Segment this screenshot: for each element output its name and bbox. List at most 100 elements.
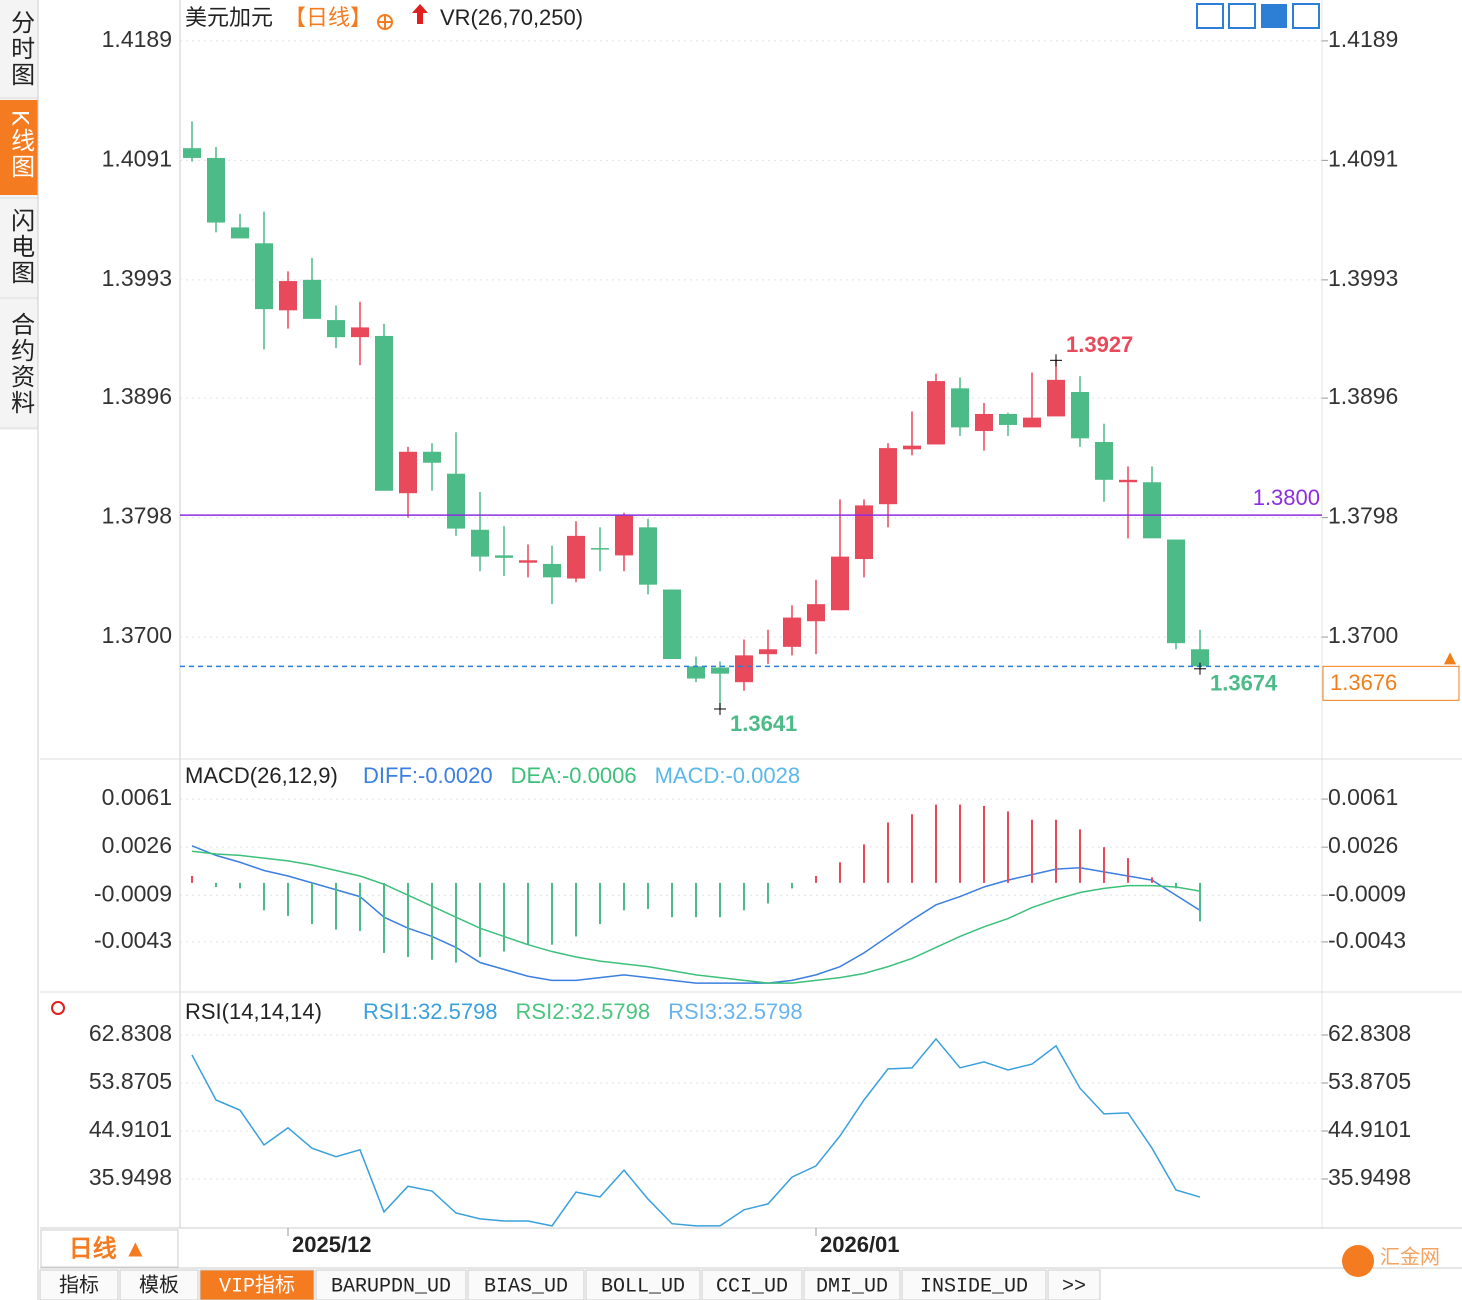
legend-entry: RSI1:32.5798 (363, 999, 498, 1024)
candle-body (759, 649, 777, 655)
legend-entry: DIFF:-0.0020 (363, 763, 493, 788)
candle-body (663, 589, 681, 660)
candle-body (423, 451, 441, 463)
candle-body (327, 320, 345, 338)
y-tick-label-right: 44.9101 (1328, 1116, 1411, 1142)
candle-body (1047, 379, 1065, 417)
tab-label[interactable]: INSIDE_UD (920, 1275, 1028, 1298)
tab-label[interactable]: BARUPDN_UD (331, 1275, 451, 1298)
candle-body (303, 279, 321, 319)
indicator[interactable]: VR(26,70,250) (440, 5, 583, 30)
candle-body (1095, 442, 1113, 480)
candle-body (1143, 482, 1161, 539)
y-tick-label-right: 53.8705 (1328, 1068, 1411, 1094)
y-tick-label-right: 35.9498 (1328, 1164, 1411, 1190)
candle-body (1119, 479, 1137, 483)
y-tick-label-right: 1.4091 (1328, 145, 1398, 171)
tab[interactable] (803, 1269, 901, 1300)
sidebar-tab[interactable]: 合约资料 (7, 312, 35, 416)
extreme-label: 1.3927 (1066, 332, 1133, 357)
candle-body (927, 381, 945, 445)
candle-body (903, 445, 921, 450)
candle-body (255, 243, 273, 310)
candle-body (183, 148, 201, 158)
y-tick-label-right: 0.0061 (1328, 784, 1398, 810)
sidebar-tab[interactable]: 闪电图 (7, 208, 34, 286)
candle-body (591, 548, 609, 550)
tab[interactable] (585, 1269, 701, 1300)
y-tick-label-right: 1.3700 (1328, 622, 1398, 648)
tool-icon[interactable] (1261, 4, 1287, 28)
series-line (191, 1037, 1201, 1227)
tab-label[interactable]: 模板 (139, 1273, 179, 1298)
legend-entry: RSI2:32.5798 (516, 999, 651, 1024)
candle-body (375, 335, 393, 491)
tab[interactable] (315, 1269, 467, 1300)
symbol: 美元加元 (185, 5, 273, 30)
candle-body (231, 227, 249, 239)
period[interactable]: 【日线】 (284, 5, 372, 30)
tab[interactable] (901, 1269, 1047, 1300)
candle-body (351, 327, 369, 338)
y-tick-label: 0.0061 (102, 784, 172, 810)
y-tick-label-right: -0.0043 (1328, 927, 1406, 953)
tab[interactable] (199, 1269, 315, 1300)
tab-label[interactable]: BOLL_UD (601, 1275, 685, 1298)
tab[interactable] (1047, 1269, 1101, 1300)
period-button[interactable] (40, 1229, 179, 1268)
y-tick-label: 1.3798 (102, 503, 172, 529)
legend-entry: DEA:-0.0006 (511, 763, 637, 788)
y-tick-label-right: 1.3896 (1328, 383, 1398, 409)
alert-icon[interactable] (1444, 652, 1456, 665)
candle-body (951, 388, 969, 428)
candle-body (855, 505, 873, 560)
y-tick-label: 44.9101 (89, 1116, 172, 1142)
candle-body (639, 527, 657, 585)
tab-label[interactable]: VIP指标 (219, 1273, 295, 1298)
candle-body (615, 515, 633, 556)
y-tick-label: 1.4091 (102, 145, 172, 171)
hline-label: 1.3800 (1253, 485, 1320, 510)
tool-icon[interactable] (1292, 3, 1320, 29)
tab-label[interactable]: CCI_UD (716, 1275, 788, 1298)
y-tick-label: 53.8705 (89, 1068, 172, 1094)
candle-body (279, 281, 297, 311)
tab[interactable] (701, 1269, 803, 1300)
candle-body (1023, 417, 1041, 428)
tab-label[interactable]: BIAS_UD (484, 1275, 568, 1298)
tab[interactable] (39, 1269, 119, 1300)
tool-icon[interactable] (1196, 3, 1224, 29)
sidebar-tab[interactable]: K线图 (7, 110, 34, 180)
candle-body (447, 473, 465, 529)
y-tick-label: -0.0009 (94, 880, 172, 906)
candle-body (495, 555, 513, 558)
logo (1342, 1245, 1374, 1277)
tool-icon[interactable] (1228, 3, 1256, 29)
candle-body (711, 667, 729, 674)
candle-body (807, 604, 825, 622)
y-tick-label: 1.3700 (102, 622, 172, 648)
tab[interactable] (119, 1269, 199, 1300)
candle-body (399, 451, 417, 494)
panel-title: RSI(14,14,14) (185, 999, 322, 1024)
settings-icon[interactable] (51, 1001, 65, 1015)
period-button-label[interactable]: 日线 ▲ (69, 1235, 147, 1262)
candle-body (1191, 649, 1209, 667)
candle-body (567, 535, 585, 579)
watermark: 汇金网 (1380, 1245, 1440, 1268)
switch-icon[interactable] (412, 4, 428, 24)
extreme-label: 1.3674 (1210, 671, 1278, 696)
candle-body (783, 617, 801, 647)
tab[interactable] (467, 1269, 585, 1300)
x-tick-label: 2026/01 (820, 1232, 900, 1257)
tab-label[interactable]: DMI_UD (816, 1275, 888, 1298)
panel-title: MACD(26,12,9) (185, 763, 338, 788)
candle-body (975, 413, 993, 432)
y-tick-label-right: 1.3993 (1328, 265, 1398, 291)
sidebar-tab[interactable]: 分时图 (7, 10, 34, 88)
tab-label[interactable]: 指标 (59, 1273, 99, 1298)
y-tick-label-right: -0.0009 (1328, 880, 1406, 906)
candle-body (519, 560, 537, 563)
sidebar-rest (0, 430, 38, 1300)
tab-label[interactable]: >> (1062, 1275, 1086, 1298)
